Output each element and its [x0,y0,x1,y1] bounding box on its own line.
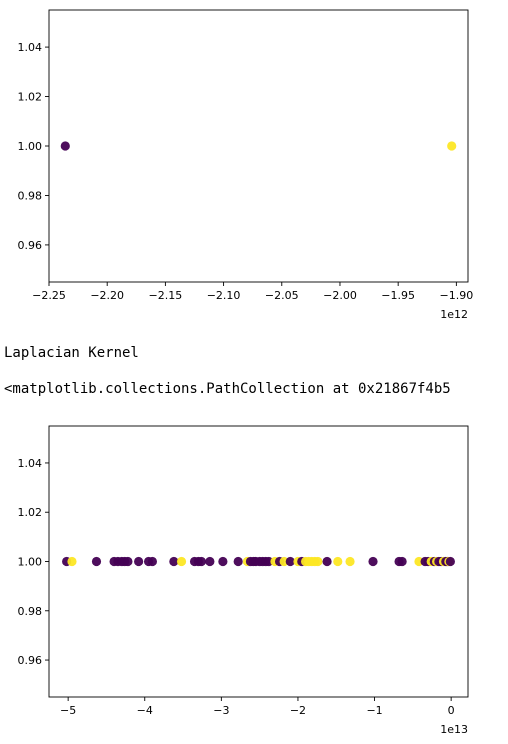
x-tick-label: −1 [366,704,382,717]
x-tick-label: −4 [137,704,153,717]
y-tick-label: 1.04 [18,41,43,54]
data-point [322,556,332,567]
repr-output-text: <matplotlib.collections.PathCollection a… [4,381,451,397]
scatter-chart-top: −2.25 −2.20 −2.15 −2.10 −2.05 −2.00 −1.95 −1.90… [18,9,474,321]
y-tick-label: 0.96 [18,654,43,667]
y-tick-label: 1.04 [18,457,43,470]
y-tick-label: 0.96 [18,239,43,252]
x-tick-label: −1.95 [381,289,415,302]
data-point [176,556,187,567]
data-point [345,556,355,567]
data-point [368,556,378,567]
data-point [447,141,457,151]
y-tick-label: 1.00 [18,140,43,153]
x-tick-label: −2.25 [32,289,66,302]
data-point [333,556,343,567]
data-point [397,556,407,567]
y-tick-label: 1.02 [18,91,43,104]
y-tick-label: 1.02 [18,506,43,519]
x-tick-label: −5 [60,704,76,717]
x-tick-label: 0 [448,704,455,717]
x-tick-label: −3 [213,704,229,717]
data-point [134,556,144,567]
data-point [60,141,70,151]
y-tick-label: 1.00 [18,556,43,569]
x-tick-label: −2.10 [207,289,241,302]
data-point [91,556,102,567]
y-tick-label: 0.98 [18,605,43,618]
x-tick-label: −2.15 [149,289,183,302]
data-point [169,556,179,567]
data-point [196,556,207,567]
x-tick-label: −1.90 [440,289,474,302]
data-point [147,556,158,567]
data-point [233,556,243,567]
data-point [205,556,215,567]
data-point [123,556,133,567]
y-tick-label: 0.98 [18,189,43,202]
data-point [67,556,77,567]
x-tick-label: −2.20 [90,289,124,302]
x-tick-label: −2 [290,704,306,717]
data-point [313,556,323,567]
data-point [218,556,228,567]
x-tick-label: −2.00 [323,289,357,302]
data-point [445,556,455,567]
scatter-chart-bottom: −5 −4 −3 −2 −1 0 0.96 0.98 1.00 1.02 1.04 1e13 [18,425,469,736]
x-offset-label: 1e13 [440,723,468,736]
stdout-text: Laplacian Kernel [4,345,139,361]
x-tick-label: −2.05 [265,289,299,302]
x-offset-label: 1e12 [440,308,468,321]
axes-frame [48,9,469,283]
data-point [285,556,295,567]
